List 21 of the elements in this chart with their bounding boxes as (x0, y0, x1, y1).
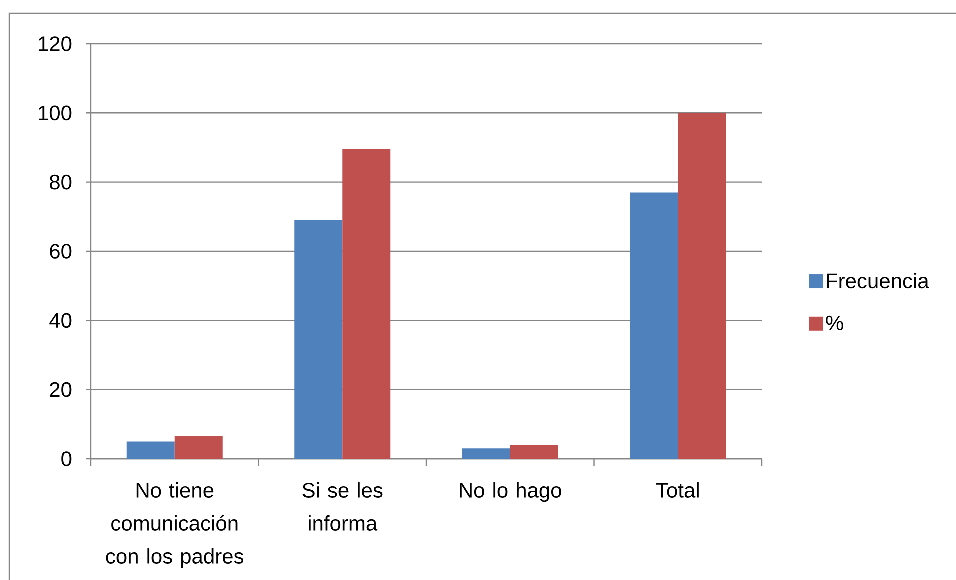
bar (294, 220, 343, 459)
legend-label: Frecuencia (827, 273, 930, 289)
y-tick-label: 20 (50, 382, 72, 398)
x-tick-label: No tiene comunicación con los padres (106, 482, 244, 568)
legend-label: % (826, 316, 844, 331)
y-tick-label: 60 (50, 244, 72, 259)
x-tick-label: Total (656, 482, 699, 498)
y-tick-label: 0 (62, 452, 72, 466)
bar (126, 442, 175, 459)
y-tick-label: 120 (39, 36, 72, 52)
bar (174, 436, 223, 459)
y-tick-label: 100 (39, 106, 72, 121)
bar (462, 448, 510, 459)
bar (630, 192, 678, 459)
y-tick-label: 80 (50, 174, 72, 190)
x-tick-label: No lo hago (460, 482, 562, 502)
x-tick-label: Si se les informa (302, 482, 383, 531)
y-tick-label: 40 (50, 313, 72, 328)
bar (678, 113, 726, 459)
bar (510, 446, 558, 459)
bar (342, 149, 391, 459)
